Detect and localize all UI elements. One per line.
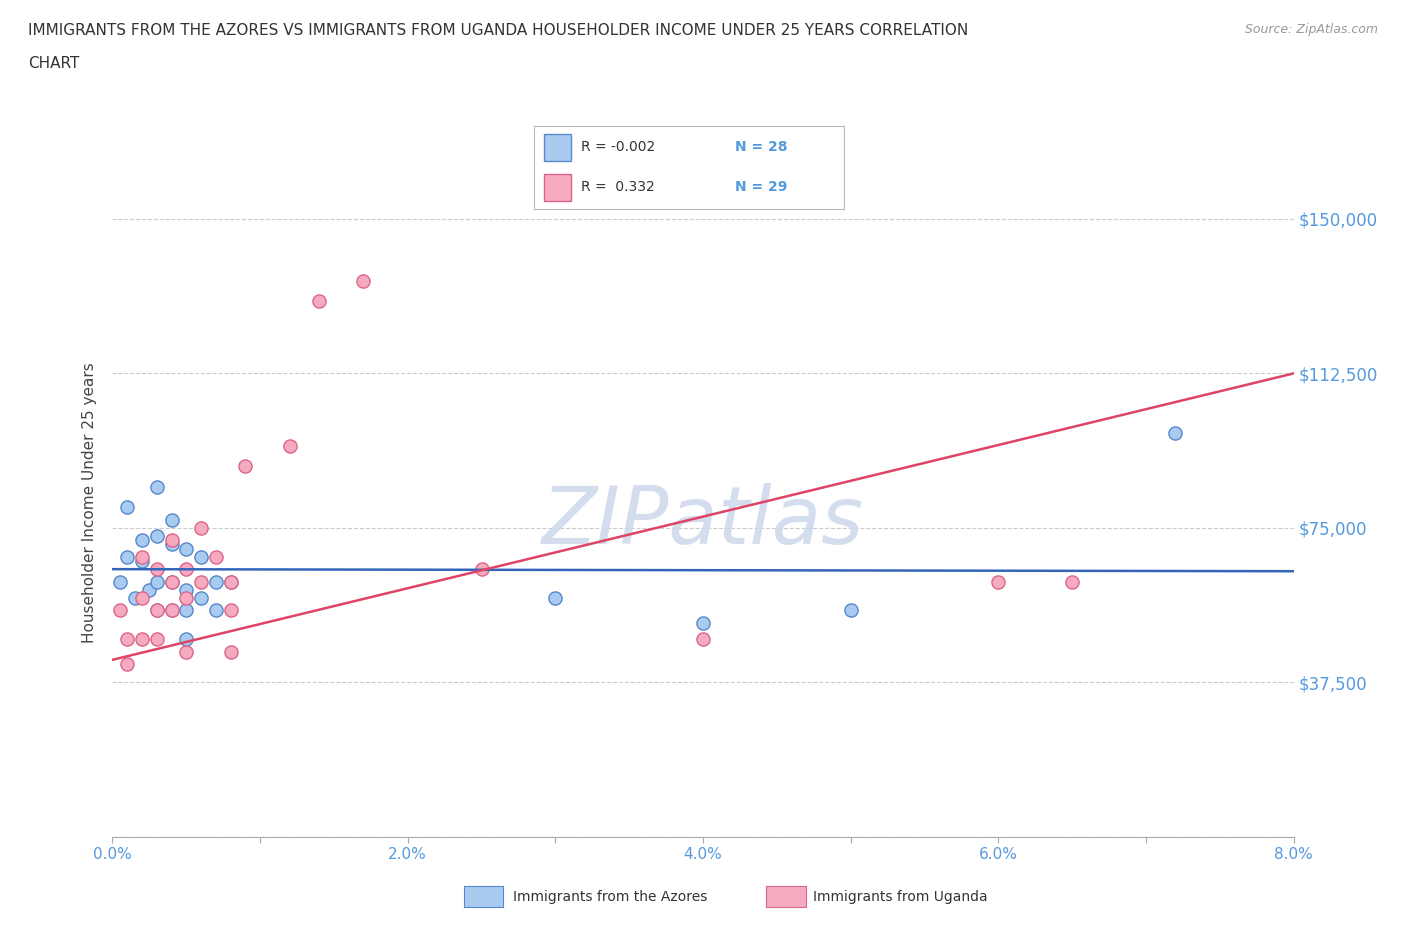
Text: N = 29: N = 29: [735, 180, 787, 194]
Point: [160, 574, 183, 589]
Point: [219, 644, 242, 659]
Point: [219, 603, 242, 618]
Point: [131, 553, 153, 568]
Point: [233, 458, 256, 473]
Point: [692, 631, 714, 646]
Point: [219, 574, 242, 589]
Text: R = -0.002: R = -0.002: [581, 140, 655, 154]
Text: Source: ZipAtlas.com: Source: ZipAtlas.com: [1244, 23, 1378, 36]
Point: [160, 603, 183, 618]
Point: [108, 574, 131, 589]
Point: [131, 533, 153, 548]
Point: [174, 631, 197, 646]
Point: [146, 574, 169, 589]
Point: [174, 541, 197, 556]
Point: [146, 603, 169, 618]
Text: ZIPatlas: ZIPatlas: [541, 484, 865, 562]
Point: [131, 591, 153, 605]
Point: [839, 603, 862, 618]
Text: R =  0.332: R = 0.332: [581, 180, 654, 194]
Point: [174, 603, 197, 618]
Point: [205, 550, 228, 565]
Point: [308, 294, 330, 309]
Point: [117, 500, 138, 515]
Point: [146, 529, 169, 544]
Point: [205, 603, 228, 618]
Point: [1062, 574, 1084, 589]
Point: [160, 512, 183, 527]
Point: [174, 591, 197, 605]
Point: [160, 603, 183, 618]
Point: [146, 603, 169, 618]
Point: [174, 562, 197, 577]
Point: [692, 616, 714, 631]
Point: [471, 562, 494, 577]
Point: [124, 591, 146, 605]
Point: [352, 273, 374, 288]
Point: [131, 550, 153, 565]
Point: [160, 537, 183, 551]
Bar: [544, 174, 571, 201]
Point: [117, 657, 138, 671]
Point: [117, 550, 138, 565]
Point: [1164, 426, 1187, 441]
Point: [146, 479, 169, 494]
Point: [108, 603, 131, 618]
Point: [138, 582, 160, 597]
Point: [174, 582, 197, 597]
Point: [131, 631, 153, 646]
Point: [117, 631, 138, 646]
Point: [987, 574, 1010, 589]
Text: Immigrants from Uganda: Immigrants from Uganda: [813, 889, 987, 904]
Point: [146, 562, 169, 577]
Text: IMMIGRANTS FROM THE AZORES VS IMMIGRANTS FROM UGANDA HOUSEHOLDER INCOME UNDER 25: IMMIGRANTS FROM THE AZORES VS IMMIGRANTS…: [28, 23, 969, 38]
Point: [190, 591, 212, 605]
Point: [146, 631, 169, 646]
Bar: [544, 134, 571, 161]
Text: N = 28: N = 28: [735, 140, 787, 154]
Point: [205, 574, 228, 589]
Point: [174, 644, 197, 659]
Text: CHART: CHART: [28, 56, 80, 71]
Point: [544, 591, 567, 605]
Point: [160, 574, 183, 589]
Point: [190, 550, 212, 565]
Point: [219, 574, 242, 589]
Point: [190, 574, 212, 589]
Text: Immigrants from the Azores: Immigrants from the Azores: [513, 889, 707, 904]
Point: [278, 438, 301, 453]
Y-axis label: Householder Income Under 25 years: Householder Income Under 25 years: [82, 362, 97, 643]
Point: [160, 533, 183, 548]
Point: [190, 521, 212, 536]
